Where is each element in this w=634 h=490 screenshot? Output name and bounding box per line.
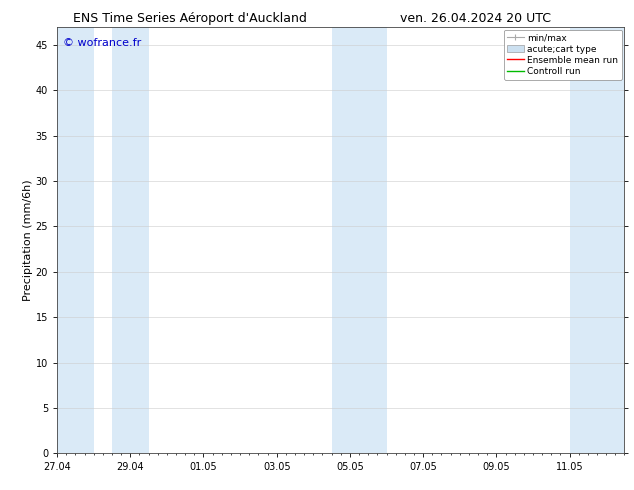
Text: © wofrance.fr: © wofrance.fr (63, 38, 141, 48)
Legend: min/max, acute;cart type, Ensemble mean run, Controll run: min/max, acute;cart type, Ensemble mean … (503, 30, 622, 80)
Bar (57, 27, 94, 453)
Bar (112, 27, 148, 453)
Y-axis label: Precipitation (mm/6h): Precipitation (mm/6h) (23, 179, 33, 301)
Bar (569, 27, 624, 453)
Text: ENS Time Series Aéroport d'Auckland: ENS Time Series Aéroport d'Auckland (74, 12, 307, 25)
Bar (332, 27, 387, 453)
Text: ven. 26.04.2024 20 UTC: ven. 26.04.2024 20 UTC (400, 12, 551, 25)
